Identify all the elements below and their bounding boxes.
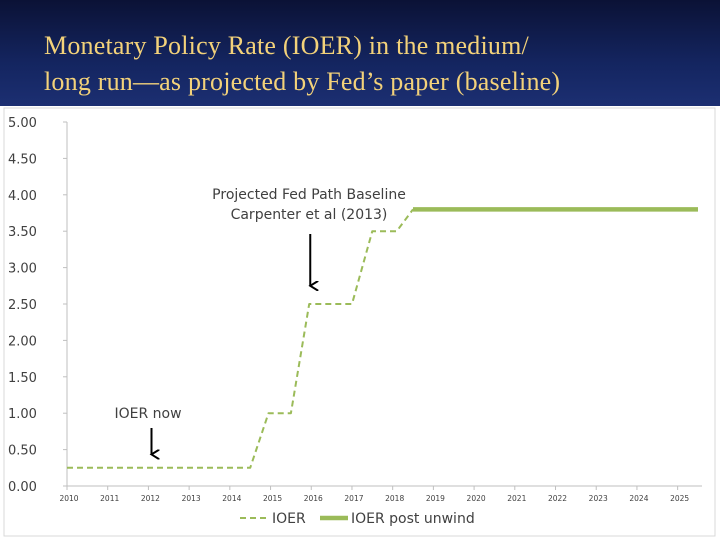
x-tick-label: 2018 (385, 494, 404, 503)
y-tick-label: 3.50 (8, 225, 37, 240)
x-tick-label: 2023 (589, 494, 608, 503)
x-tick-label: 2025 (670, 494, 689, 503)
y-tick-label: 1.50 (8, 371, 37, 386)
x-tick-label: 2014 (222, 494, 241, 503)
legend-label-ioer: IOER (272, 511, 306, 527)
y-tick-label: 4.50 (8, 152, 37, 167)
slide-title-line-1: Monetary Policy Rate (IOER) in the mediu… (44, 31, 529, 60)
chart-frame (3, 107, 716, 537)
series-line-ioer (67, 208, 414, 469)
x-tick-label: 2024 (629, 494, 648, 503)
annotation-projected-path-line2: Carpenter et al (2013) (231, 207, 388, 223)
x-tick-label: 2015 (263, 494, 282, 503)
annotation-projected-path-line1: Projected Fed Path Baseline (212, 187, 406, 203)
y-tick-label: 5.00 (8, 116, 37, 131)
x-tick-label: 2010 (59, 494, 78, 503)
slide-title: Monetary Policy Rate (IOER) in the mediu… (44, 28, 704, 100)
y-tick-label: 2.50 (8, 298, 37, 313)
legend-label-ioer-post-unwind: IOER post unwind (351, 511, 475, 527)
x-tick-label: 2017 (344, 494, 363, 503)
ioer-chart: 0.00 0.50 1.00 1.50 2.00 2.50 3.00 3.50 4.00 4.50… (3, 107, 716, 537)
x-tick-label: 2016 (304, 494, 323, 503)
y-tick-label: 1.00 (8, 407, 37, 422)
x-tick-label: 2013 (182, 494, 201, 503)
x-tick-label: 2011 (100, 494, 119, 503)
x-tick-label: 2012 (141, 494, 160, 503)
y-tick-label: 3.00 (8, 262, 37, 277)
y-tick-label: 2.00 (8, 334, 37, 349)
slide-title-line-2: long run—as projected by Fed’s paper (ba… (44, 67, 561, 96)
y-tick-label: 4.00 (8, 189, 37, 204)
x-tick-label: 2019 (426, 494, 445, 503)
y-tick-label: 0.00 (8, 480, 37, 495)
annotation-ioer-now: IOER now (114, 406, 181, 422)
y-tick-label: 0.50 (8, 444, 37, 459)
x-tick-label: 2022 (548, 494, 567, 503)
title-bar (0, 0, 720, 106)
x-tick-label: 2021 (507, 494, 526, 503)
x-tick-label: 2020 (467, 494, 486, 503)
